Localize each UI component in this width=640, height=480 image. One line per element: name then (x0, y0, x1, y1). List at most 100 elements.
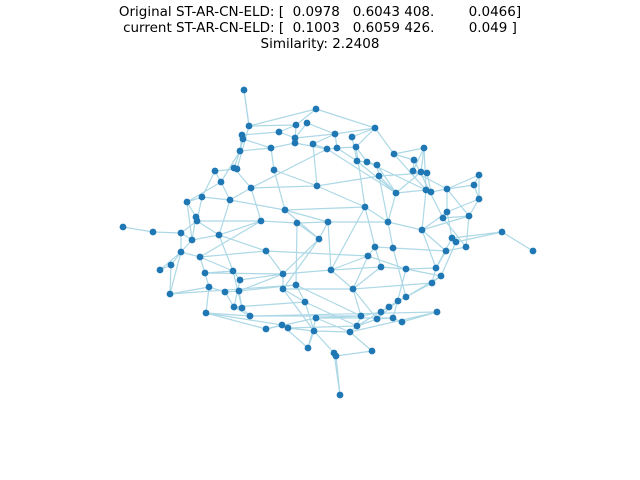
graph-node (437, 272, 445, 280)
graph-edge (420, 147, 425, 173)
graph-node (167, 261, 175, 269)
graph-edge (330, 269, 354, 290)
graph-node (198, 193, 206, 201)
graph-node (373, 315, 381, 323)
graph-node (304, 344, 312, 352)
graph-edge (451, 231, 503, 239)
graph-node (279, 285, 287, 293)
graph-node (236, 276, 244, 284)
graph-node (177, 248, 185, 256)
graph-node (230, 303, 238, 311)
graph-edge (367, 255, 407, 270)
graph-edge (315, 108, 376, 129)
graph-node (418, 226, 426, 234)
graph-edge (241, 131, 280, 136)
graph-edge (295, 108, 317, 126)
graph-edge (239, 273, 284, 281)
graph-node (201, 269, 209, 277)
graph-edge (242, 138, 272, 149)
graph-edge (313, 330, 351, 333)
graph-node (312, 105, 320, 113)
graph-edge (250, 185, 318, 189)
graph-edge (352, 288, 378, 320)
graph-node (291, 134, 299, 142)
graph-node (323, 145, 331, 153)
graph-edge (446, 184, 475, 190)
title-current-stats: current ST-AR-CN-ELD: [ 0.1003 0.6059 42… (123, 20, 517, 36)
graph-node (432, 264, 440, 272)
graph-node (353, 157, 361, 165)
graph-edge (421, 229, 437, 269)
graph-node (193, 217, 201, 225)
graph-edge (169, 251, 182, 295)
graph-edge (405, 275, 442, 298)
graph-edge (412, 147, 425, 172)
graph-node (233, 165, 241, 173)
graph-node (427, 188, 435, 196)
graph-node (267, 144, 275, 152)
graph-node (246, 312, 254, 320)
graph-edge (334, 127, 376, 135)
graph-edge (374, 127, 395, 155)
graph-edge (316, 175, 380, 187)
graph-edge (201, 196, 231, 201)
graph-edge (455, 231, 503, 243)
graph-edge (355, 127, 376, 148)
graph-node (417, 168, 425, 176)
graph-edge (169, 284, 297, 295)
graph-node (215, 231, 223, 239)
graph-node (420, 144, 428, 152)
graph-edge (243, 89, 250, 127)
graph-node (498, 228, 506, 236)
graph-node (238, 304, 246, 312)
graph-edge (294, 133, 336, 139)
graph-node (156, 266, 164, 274)
graph-node (368, 347, 376, 355)
graph-node (392, 189, 400, 197)
graph-edge (312, 143, 318, 187)
graph-edge (395, 171, 422, 194)
graph-node (327, 266, 335, 274)
graph-node (239, 135, 247, 143)
graph-edge (392, 247, 407, 298)
graph-node (310, 327, 318, 335)
graph-node (423, 169, 431, 177)
graph-node (275, 128, 283, 136)
graph-node (377, 308, 385, 316)
graph-edge (229, 187, 252, 201)
graph-node (394, 297, 402, 305)
graph-node (385, 303, 393, 311)
graph-node (384, 218, 392, 226)
graph-edge (330, 255, 369, 271)
graph-node (247, 184, 255, 192)
graph-edge (315, 317, 351, 333)
graph-node (292, 121, 300, 129)
graph-node (336, 391, 344, 399)
graph-edge (248, 108, 317, 127)
graph-edge (152, 231, 182, 234)
graph-edge (349, 311, 438, 333)
graph-node (292, 281, 300, 289)
graph-node (166, 290, 174, 298)
graph-node (177, 229, 185, 237)
graph-edge (273, 169, 286, 211)
graph-edge (270, 142, 296, 149)
graph-edge (218, 220, 262, 236)
graph-node (240, 86, 248, 94)
graph-edge (282, 238, 320, 290)
graph-node (262, 247, 270, 255)
graph-node (439, 214, 447, 222)
graph-edge (250, 187, 262, 222)
graph-edge (405, 267, 437, 270)
graph-node (331, 130, 339, 138)
graph-edge (352, 266, 382, 290)
graph-edge (282, 288, 315, 332)
graph-edge (387, 221, 423, 231)
graph-node (470, 181, 478, 189)
graph-edge (238, 273, 284, 292)
graph-edge (330, 206, 366, 271)
graph-edge (421, 189, 427, 231)
graph-node (284, 324, 292, 332)
